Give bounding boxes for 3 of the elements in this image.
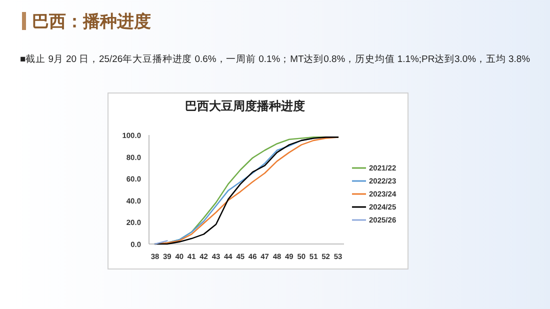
chart-title: 巴西大豆周度播种进度	[185, 99, 305, 113]
text: ■截止 9月 20 日，25/26年大豆播种进度 0.6%，一周前 0.1%；MT达到0.8%，历史均值 1.1%;PR达到3.0%，五均 3.8%	[20, 53, 534, 65]
text: 巴西：播种进度	[32, 12, 151, 31]
